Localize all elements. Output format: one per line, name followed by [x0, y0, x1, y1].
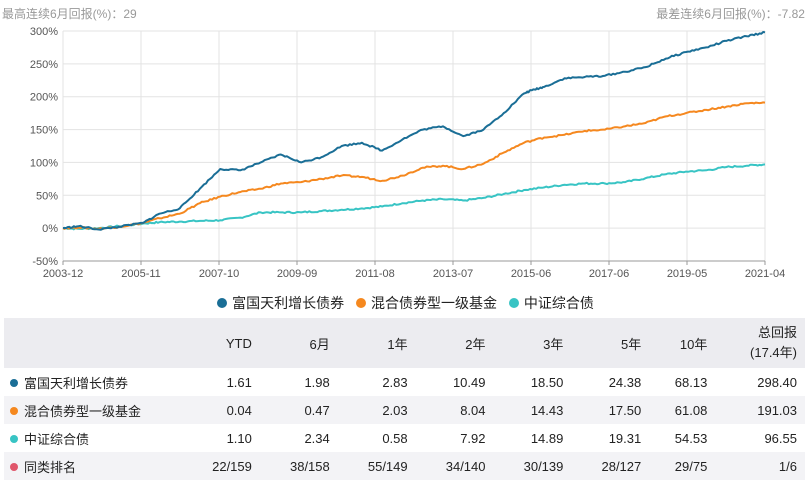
table-cell: 1.98: [304, 374, 330, 390]
table-cell: 2.34: [304, 430, 330, 446]
header-3y: 3年: [493, 318, 572, 368]
table-row: 混合债券型一级基金 0.04 0.47 2.03 8.04 14.43 17.50 61.08…: [4, 396, 805, 424]
y-tick-label: 250%: [30, 59, 58, 71]
header-1y: 1年: [337, 318, 416, 368]
x-tick-label: 2007-10: [199, 268, 239, 280]
returns-table: YTD 6月 1年 2年 3年 5年 10年 总回报 (17.4年) 富国天利增长…: [4, 318, 805, 480]
table-cell: 61.08: [649, 396, 716, 424]
x-tick-label: 2017-06: [589, 268, 629, 280]
table-cell: 96.55: [764, 430, 797, 446]
x-tick-label: 2009-09: [277, 268, 317, 280]
table-cell: 19.31: [608, 430, 642, 446]
header-5y: 5年: [571, 318, 650, 368]
table-cell: 2.83: [382, 374, 408, 390]
legend-dot: [508, 298, 519, 308]
table-cell: 8.04: [415, 396, 494, 424]
table-cell: 14.89: [530, 430, 564, 446]
table-cell: 54.53: [674, 430, 708, 446]
x-tick-label: 2019-05: [667, 268, 707, 280]
x-tick-label: 2021-04: [745, 268, 785, 280]
row-name: 同类排名: [4, 452, 182, 480]
table-cell: 0.58: [382, 430, 408, 446]
table-cell: 38/158: [259, 452, 338, 480]
table-cell: 29/75: [649, 452, 716, 480]
legend-label: 中证综合债: [523, 295, 594, 311]
y-tick-label: 300%: [30, 26, 58, 38]
x-tick-label: 2011-08: [355, 268, 395, 280]
header-10y: 10年: [649, 318, 716, 368]
table-cell: 17.50: [571, 396, 650, 424]
table-cell: 22/159: [182, 452, 260, 480]
x-tick-label: 2005-11: [121, 268, 161, 280]
header-ytd: YTD: [182, 318, 260, 368]
row-label: 富国天利增长债券: [24, 375, 129, 391]
y-tick-label: 200%: [30, 92, 58, 104]
legend-item-fund[interactable]: 富国天利增长债券: [217, 293, 344, 313]
max-6m-return-note: 最高连续6月回报(%)：29: [2, 7, 137, 21]
table-row: 中证综合债 1.10 2.34 0.58 7.92 14.89 19.31 54.53 96.5…: [4, 424, 805, 452]
series-line: [62, 101, 766, 231]
table-cell: 191.03: [715, 396, 805, 424]
table-cell: 18.50: [530, 374, 564, 390]
table-cell: 24.38: [608, 374, 642, 390]
x-tick-label: 2015-06: [511, 268, 551, 280]
table-cell: 0.04: [182, 396, 260, 424]
table-cell: 55/149: [337, 452, 416, 480]
y-tick-label: -50%: [32, 256, 58, 268]
min-6m-return-note: 最差连续6月回报(%)：-7.82: [656, 7, 805, 21]
table-cell: 1.61: [226, 374, 252, 390]
legend-dot: [356, 298, 366, 308]
table-cell: 14.43: [493, 396, 572, 424]
table-cell: 30/139: [493, 452, 572, 480]
row-dot: [10, 378, 18, 387]
series-line: [62, 31, 766, 231]
table-cell: 34/140: [415, 452, 494, 480]
row-label: 中证综合债: [24, 431, 90, 447]
header-total-line1: 总回报: [757, 325, 797, 340]
legend-label: 富国天利增长债券: [232, 295, 345, 311]
table-cell: 68.13: [674, 374, 708, 390]
row-label: 同类排名: [24, 459, 77, 475]
y-tick-label: 50%: [36, 190, 58, 202]
header-total: 总回报 (17.4年): [715, 318, 805, 368]
table-cell: 0.47: [259, 396, 338, 424]
series-line: [62, 163, 766, 231]
row-name: 中证综合债: [4, 424, 182, 452]
performance-line-chart: 300% 250% 200% 150% 100% 50% 0% -50%2003-12 2005…: [30, 26, 785, 280]
table-cell: 1/6: [715, 452, 805, 480]
header-name: [4, 318, 182, 368]
table-cell: 2.03: [337, 396, 416, 424]
x-tick-label: 2003-12: [43, 268, 83, 280]
legend-item-index[interactable]: 中证综合债: [508, 293, 594, 313]
header-2y: 2年: [415, 318, 494, 368]
row-dot: [10, 406, 18, 415]
header-6m: 6月: [259, 318, 338, 368]
table-cell: 298.40: [757, 374, 797, 390]
y-tick-label: 0%: [42, 223, 58, 235]
row-dot: [10, 434, 18, 443]
legend-item-category[interactable]: 混合债券型一级基金: [356, 293, 497, 313]
y-tick-label: 150%: [30, 125, 58, 137]
row-name: 富国天利增长债券: [4, 368, 182, 396]
row-dot: [10, 462, 18, 471]
table-row: 富国天利增长债券 1.61 1.98 2.83 10.49 18.50 24.38 68.13…: [4, 368, 805, 396]
y-tick-label: 100%: [30, 157, 58, 169]
header-total-line2: (17.4年): [750, 345, 797, 360]
table-cell: 28/127: [571, 452, 650, 480]
table-cell: 7.92: [460, 430, 486, 446]
legend-dot: [217, 298, 228, 308]
legend-label: 混合债券型一级基金: [371, 295, 497, 311]
x-tick-label: 2013-07: [433, 268, 473, 280]
table-header-row: YTD 6月 1年 2年 3年 5年 10年 总回报 (17.4年): [4, 318, 805, 368]
chart-legend: 富国天利增长债券 混合债券型一级基金 中证综合债: [0, 293, 811, 313]
table-body: 富国天利增长债券 1.61 1.98 2.83 10.49 18.50 24.38 68.13…: [4, 368, 805, 480]
row-name: 混合债券型一级基金: [4, 396, 182, 424]
row-label: 混合债券型一级基金: [24, 403, 142, 419]
table-cell: 10.49: [452, 374, 486, 390]
table-cell: 1.10: [226, 430, 252, 446]
table-row: 同类排名 22/159 38/158 55/149 34/140 30/139 28/127…: [4, 452, 805, 480]
